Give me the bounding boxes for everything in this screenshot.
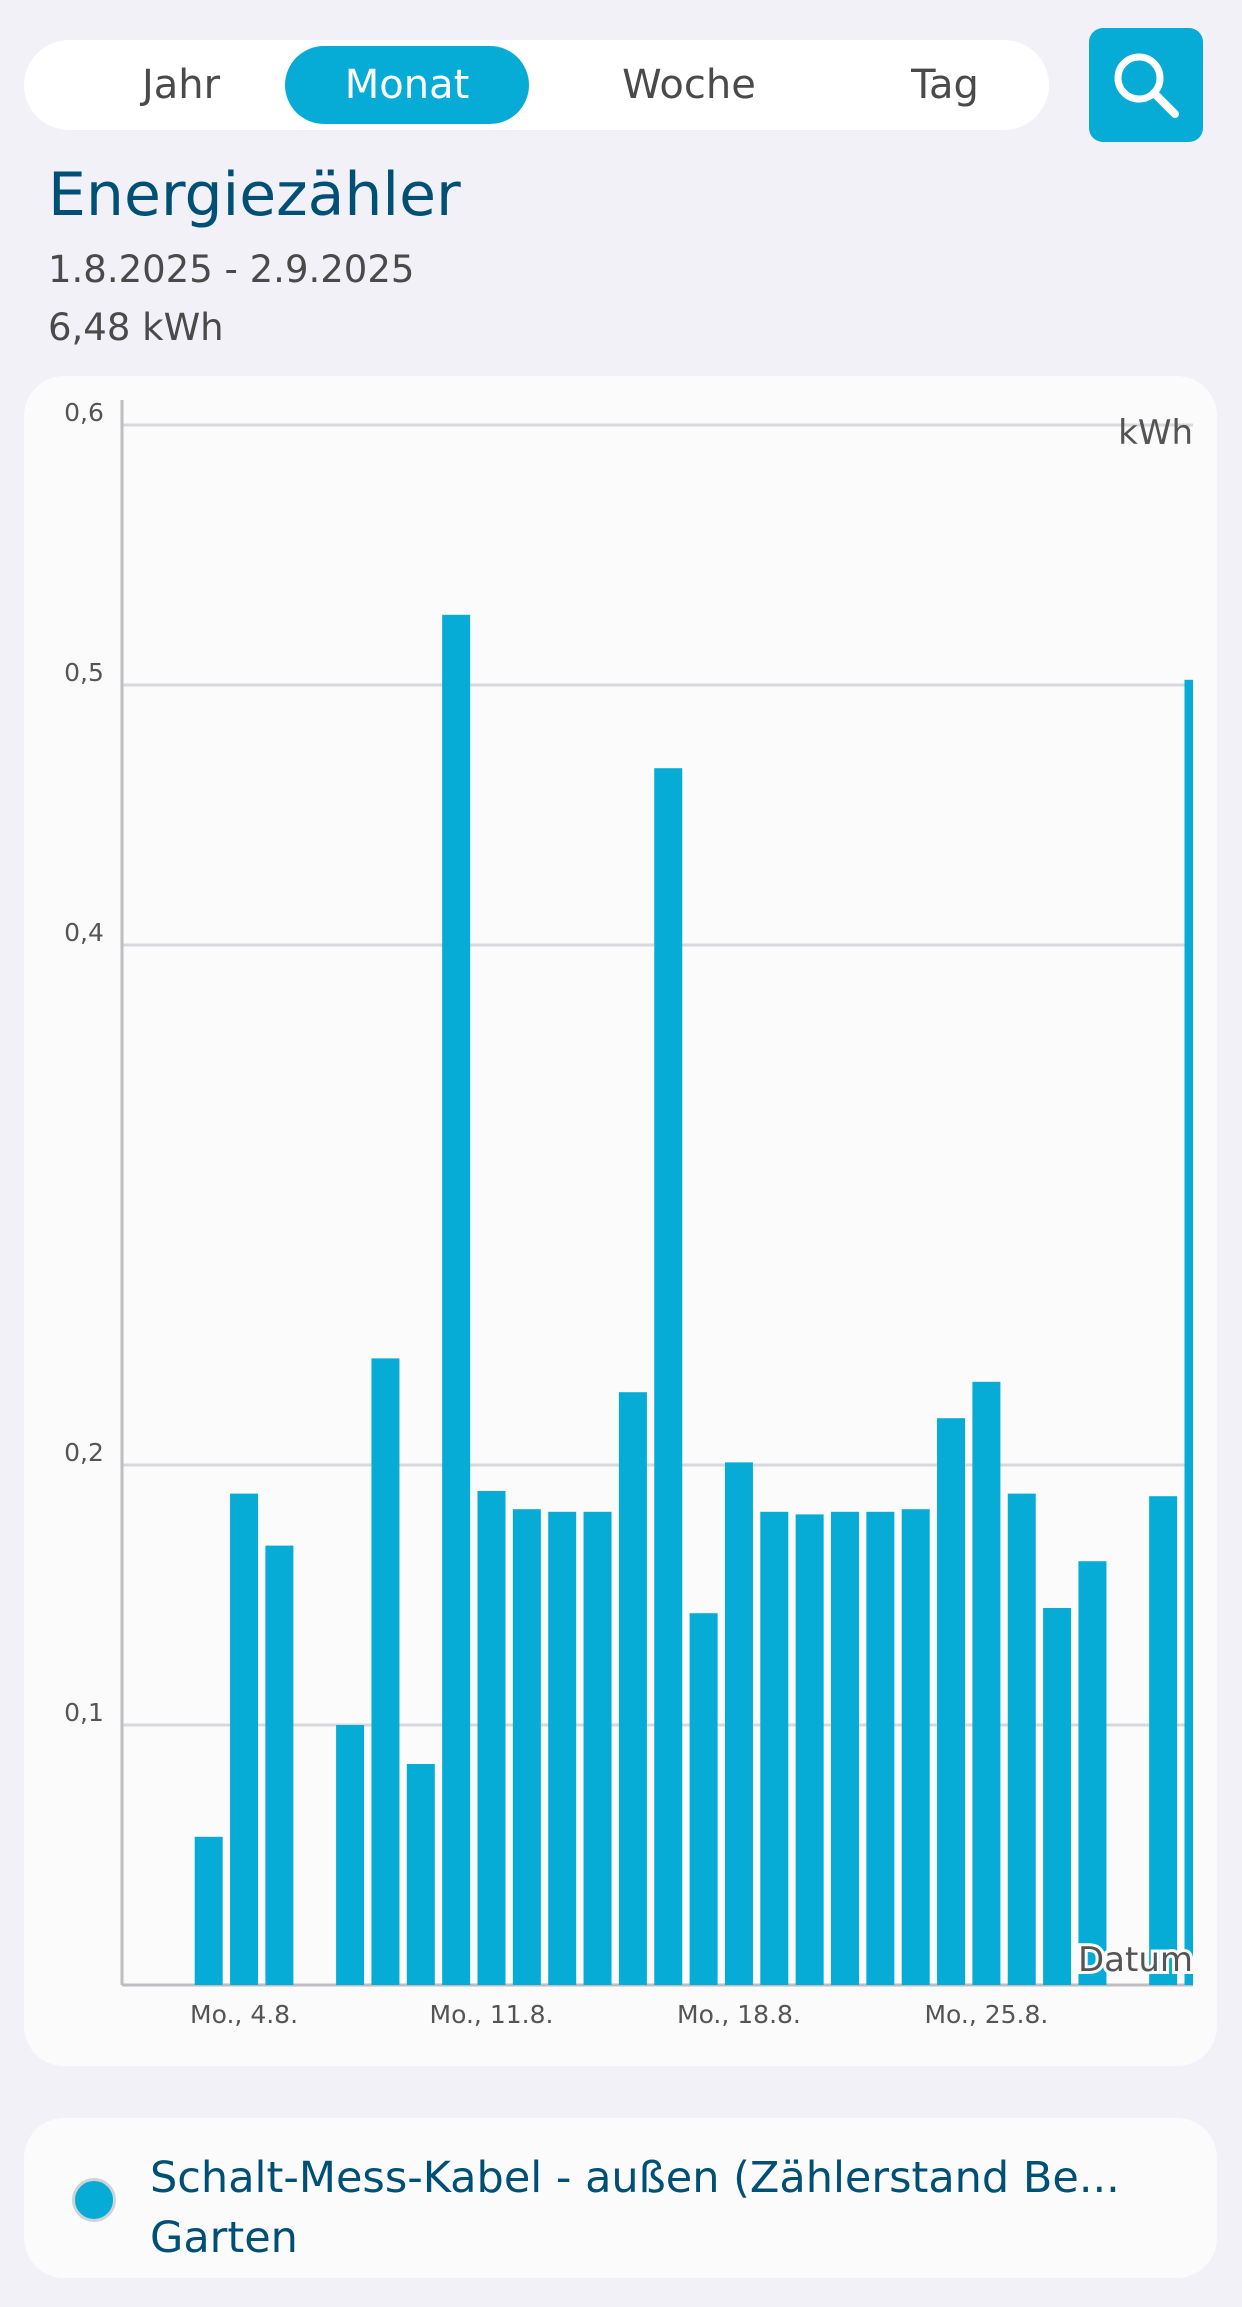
legend-card[interactable]: Schalt-Mess-Kabel - außen (Zählerstand B… [24,2118,1217,2278]
bar [406,1764,435,1985]
x-tick-label: Mo., 11.8. [430,2000,554,2029]
bar [336,1725,365,1985]
tab-jahr[interactable]: Jahr [141,62,221,108]
x-tick-label: Mo., 25.8. [924,2000,1048,2029]
bar [583,1511,612,1985]
bar [760,1511,789,1985]
period-tab-bar: Jahr Monat Woche Tag [24,40,1049,130]
bar [866,1511,895,1985]
y-tick-label: 0,4 [64,918,104,947]
bar [477,1491,506,1985]
legend-line-2: Garten [150,2213,298,2263]
bar [1149,1496,1178,1985]
tab-monat[interactable]: Monat [285,46,529,124]
energy-bar-chart[interactable]: 0,1 0,2 0,4 0,5 0,6 Mo., 4.8. Mo., 11.8. Mo., 1… [24,376,1217,2066]
search-button[interactable] [1089,28,1203,142]
bar [548,1511,577,1985]
bar [831,1511,859,1985]
legend-line-1: Schalt-Mess-Kabel - außen (Zählerstand B… [150,2153,1120,2203]
bar [442,614,471,1985]
date-range: 1.8.2025 - 2.9.2025 [48,248,415,291]
y-tick-label: 0,2 [64,1438,104,1467]
bar [654,768,683,1986]
y-unit-label: kWh [1118,413,1193,453]
bar [1007,1493,1036,1985]
bar [901,1509,930,1985]
bar [795,1514,824,1985]
bar [937,1418,966,1985]
chart-card: 0,1 0,2 0,4 0,5 0,6 Mo., 4.8. Mo., 11.8. Mo., 1… [24,376,1217,2066]
y-tick-label: 0,5 [64,658,104,687]
y-tick-label: 0,6 [64,398,104,427]
bar [1184,679,1193,1985]
series-color-dot [72,2178,116,2222]
bar [689,1613,718,1985]
bar [618,1392,647,1985]
tab-woche[interactable]: Woche [622,62,756,108]
bar [972,1381,1001,1985]
x-tick-label: Mo., 18.8. [677,2000,801,2029]
page-title: Energiezähler [48,160,461,230]
bar [265,1545,294,1985]
bar [230,1493,259,1985]
bar [1078,1561,1107,1985]
x-axis-label: Datum [1078,1940,1193,1980]
bar [724,1462,753,1985]
total-energy: 6,48 kWh [48,306,224,349]
tab-tag[interactable]: Tag [911,62,979,108]
bar [371,1358,400,1985]
search-icon [1114,53,1179,118]
bar [1043,1608,1072,1985]
legend-label: Schalt-Mess-Kabel - außen (Zählerstand B… [150,2148,1190,2268]
bar [194,1836,223,1985]
bar [512,1509,541,1985]
x-tick-label: Mo., 4.8. [190,2000,298,2029]
y-tick-label: 0,1 [64,1698,104,1727]
